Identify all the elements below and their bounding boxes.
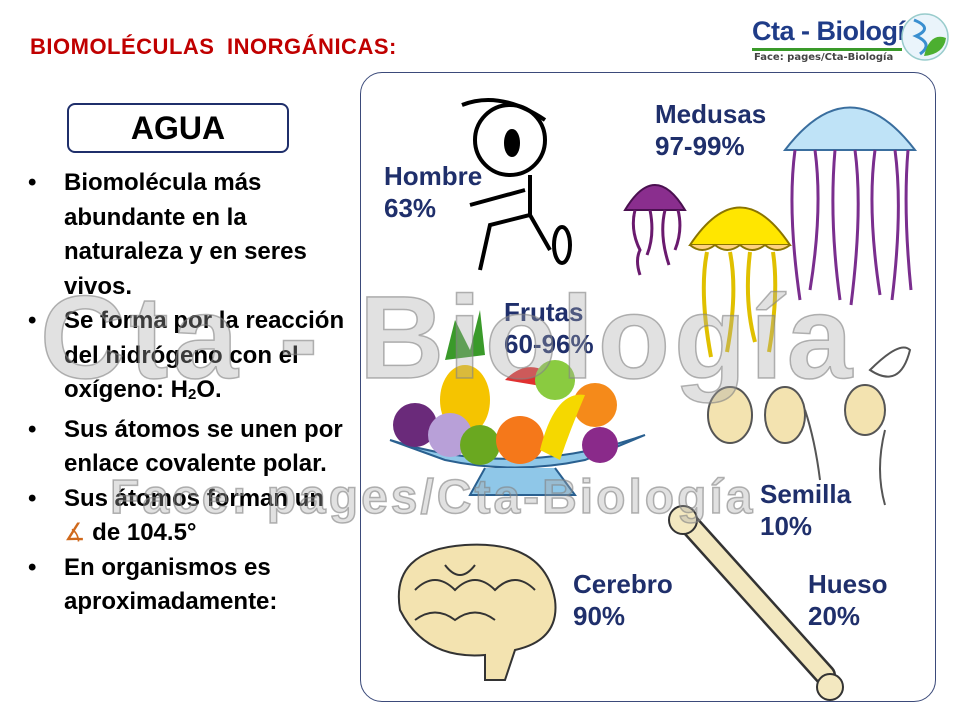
dna-leaf-icon (901, 13, 949, 61)
label-medusas: Medusas 97-99% (655, 98, 766, 162)
bullet-text: Biomolécula más abundante en la naturale… (64, 169, 307, 300)
logo-subtext: Face: pages/Cta-Biología (754, 52, 894, 63)
bullet-marker: • (28, 553, 37, 581)
label-name: Hueso (808, 569, 888, 599)
agua-title-box: AGUA (67, 103, 289, 153)
seed-germination-illustration (707, 346, 912, 506)
label-value: 60-96% (504, 329, 594, 359)
purple-jellyfish-illustration (623, 184, 687, 276)
bullet-item: • Sus átomos se unen por enlace covalente… (28, 413, 348, 482)
label-value: 10% (760, 511, 813, 541)
label-value: 90% (573, 601, 626, 631)
brain-illustration (397, 543, 557, 681)
label-name: Medusas (655, 99, 767, 129)
label-semilla: Semilla 10% (760, 478, 851, 542)
logo-underline (752, 48, 902, 51)
logo: Cta - Biología Face: pages/Cta-Biología (750, 12, 950, 63)
bullet-text-end: de 104.5° (85, 519, 197, 546)
label-cerebro: Cerebro 90% (573, 568, 673, 632)
organisms-panel (360, 72, 936, 702)
label-frutas: Frutas 60-96% (504, 296, 594, 360)
label-name: Hombre (384, 161, 483, 191)
bullet-item: • Biomolécula más abundante en la natural… (28, 166, 348, 304)
bullet-item: • En organismos es aproximadamente: (28, 551, 348, 620)
yellow-jellyfish-illustration (688, 206, 792, 358)
label-hombre: Hombre 63% (384, 160, 482, 224)
slide-title: BIOMOLÉCULAS INORGÁNICAS: (30, 34, 397, 59)
bullet-marker: • (28, 307, 37, 334)
bone-illustration (668, 505, 844, 701)
angle-symbol: ∡ (64, 519, 86, 546)
bullet-text: Sus átomos se unen por enlace covalente … (64, 415, 343, 478)
label-hueso: Hueso 20% (808, 568, 887, 632)
bullet-text: Sus átomos forman un (64, 484, 325, 512)
fruit-bowl-illustration (389, 310, 646, 496)
bullet-text: En organismos es aproximadamente: (64, 553, 278, 616)
bullet-item: • Se forma por la reacción del hidrógeno … (28, 304, 348, 413)
logo-text: Cta - Biología (752, 16, 920, 46)
subscript: 2 (188, 386, 197, 403)
bullet-item: • Sus átomos forman un ∡ de 104.5° (28, 482, 348, 551)
bullet-marker: • (28, 484, 37, 512)
bullet-marker: • (28, 415, 37, 443)
bullet-list: • Biomolécula más abundante en la natural… (28, 166, 348, 620)
label-value: 63% (384, 193, 437, 223)
label-name: Frutas (504, 297, 584, 327)
label-value: 20% (808, 601, 861, 631)
blue-jellyfish-illustration (782, 106, 918, 306)
label-value: 97-99% (655, 131, 745, 161)
label-name: Cerebro (573, 569, 673, 599)
bullet-marker: • (28, 169, 37, 196)
label-name: Semilla (760, 479, 852, 509)
stick-man-illustration (461, 98, 572, 271)
bullet-text: Se forma por la reacción del hidrógeno c… (64, 307, 345, 403)
bullet-text-end: O. (196, 376, 222, 403)
